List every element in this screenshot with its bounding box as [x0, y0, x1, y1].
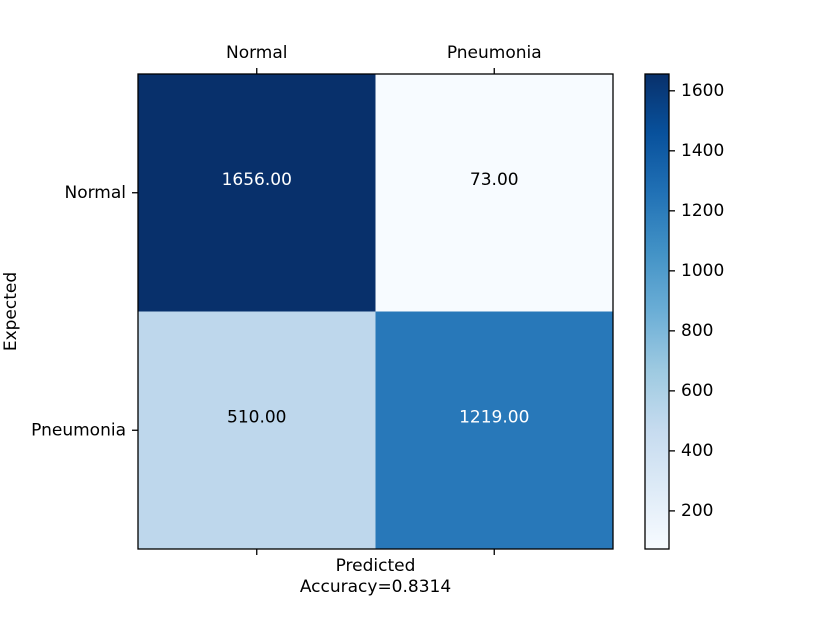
y-axis-label: Expected	[1, 272, 21, 351]
colorbar-tick-label: 800	[681, 321, 713, 341]
colorbar-ticks: 200 400 600 800 1000 1200 1400 1600	[669, 81, 724, 521]
colorbar-tick-label: 1600	[681, 81, 724, 101]
y-tick-label: Normal	[64, 183, 126, 203]
x-ticks: Normal Pneumonia	[226, 43, 542, 555]
colorbar-tick-label: 1200	[681, 201, 724, 221]
matrix-cell	[375, 74, 614, 312]
colorbar-tick-label: 400	[681, 441, 713, 461]
matrix-cell	[138, 74, 376, 312]
plot-frame	[137, 73, 614, 550]
colorbar-tick-label: 1000	[681, 261, 724, 281]
x-tick-label: Pneumonia	[447, 43, 542, 63]
cell-labels: 1656.00 73.00 510.00 1219.00	[222, 170, 530, 428]
y-tick-label: Pneumonia	[31, 420, 126, 440]
colorbar	[644, 73, 670, 550]
matrix-cell	[375, 311, 614, 550]
matrix-cell	[138, 311, 376, 550]
accuracy-label: Accuracy=0.8314	[300, 577, 451, 597]
colorbar-tick-label: 200	[681, 501, 713, 521]
y-ticks: Normal Pneumonia	[31, 183, 138, 440]
x-axis-label: Predicted	[336, 556, 416, 576]
cell-value-label: 1219.00	[459, 407, 529, 427]
cell-value-label: 73.00	[470, 170, 519, 190]
colorbar-tick-label: 1400	[681, 141, 724, 161]
cell-value-label: 510.00	[227, 407, 286, 427]
matrix-cells	[138, 74, 614, 550]
x-tick-label: Normal	[226, 43, 288, 63]
cell-value-label: 1656.00	[222, 170, 292, 190]
colorbar-tick-label: 600	[681, 381, 713, 401]
